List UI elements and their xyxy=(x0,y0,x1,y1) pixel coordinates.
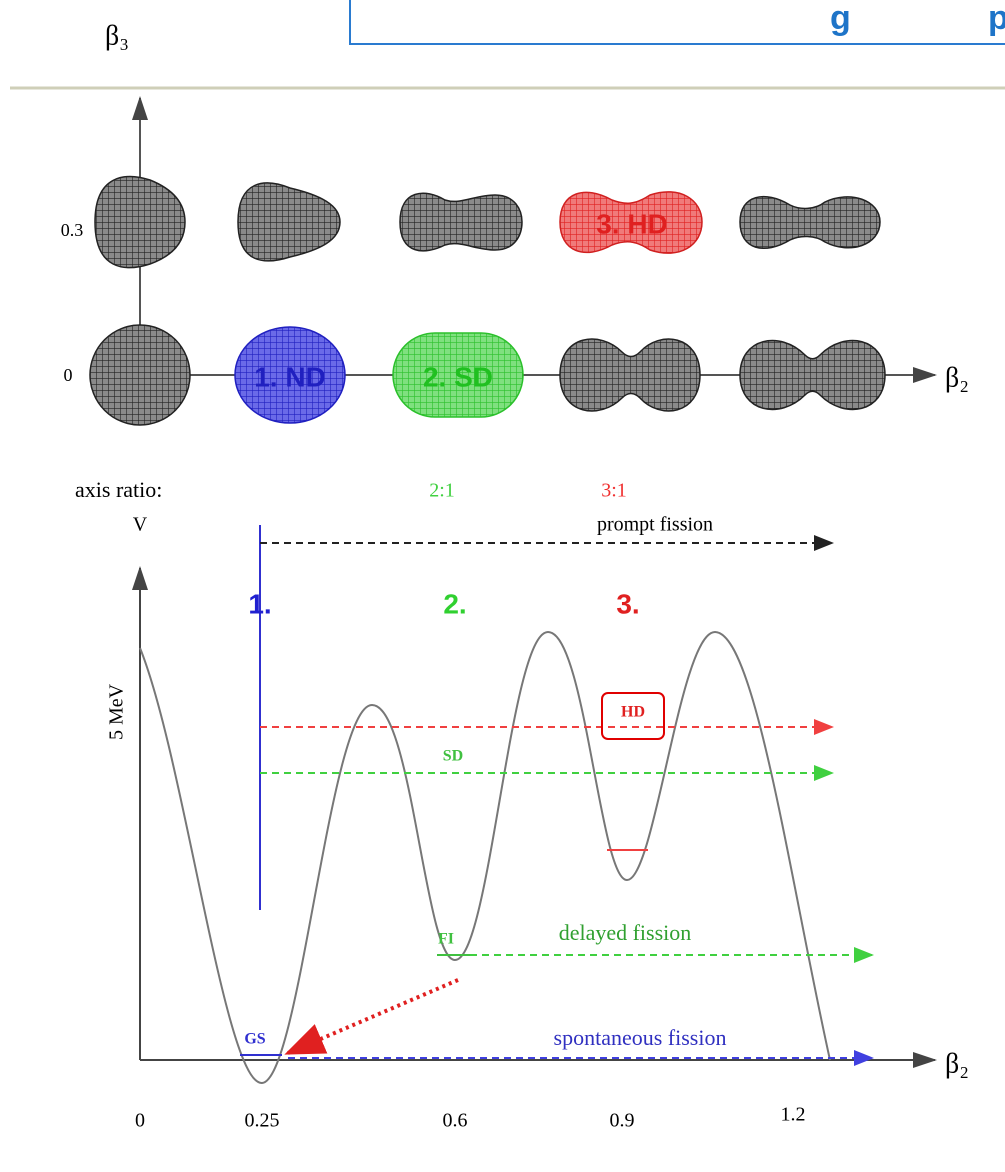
axis-ratio-label: axis ratio: xyxy=(75,477,162,502)
shape-label: 2. SD xyxy=(423,361,493,392)
prompt-label: prompt fission xyxy=(597,514,713,536)
y-scale-label: 5 MeV xyxy=(106,683,128,740)
diagram: g p β₃ 0.3 0 β₂ 3. HD 1. ND 2. SD axis r… xyxy=(0,0,1005,1172)
ratio-label: 2:1 xyxy=(429,480,455,502)
nuclear-shape xyxy=(95,177,880,268)
level-label: SD xyxy=(443,748,463,765)
y-tick-label: 0.3 xyxy=(61,220,84,240)
header-fragment: g xyxy=(830,0,851,37)
header-fragment: p xyxy=(988,0,1005,37)
decay-arrow xyxy=(288,980,458,1053)
shape-label: 3. HD xyxy=(596,208,668,239)
x-axis-label: β₂ xyxy=(945,362,969,393)
x-axis-label: β₂ xyxy=(945,1048,969,1079)
potential-curve xyxy=(140,632,830,1083)
x-tick-label: 0 xyxy=(135,1110,145,1132)
delayed-label: delayed fission xyxy=(559,920,692,945)
x-tick-label: 0.6 xyxy=(443,1110,468,1132)
y-axis-label: V xyxy=(133,514,148,536)
level-label: GS xyxy=(244,1031,265,1048)
minimum-number: 3. xyxy=(616,588,639,619)
shape-label: 1. ND xyxy=(254,361,326,392)
y-axis-label: β₃ xyxy=(105,20,129,51)
minimum-number: 2. xyxy=(443,588,466,619)
spontaneous-label: spontaneous fission xyxy=(554,1025,727,1050)
minimum-number: 1. xyxy=(248,588,271,619)
level-label: HD xyxy=(621,704,645,721)
x-tick-label: 1.2 xyxy=(781,1104,806,1126)
y-tick-label: 0 xyxy=(64,365,73,385)
x-tick-labels: 0 0.25 0.6 0.9 1.2 xyxy=(135,1104,806,1132)
x-tick-label: 0.25 xyxy=(245,1110,280,1132)
level-label: FI xyxy=(438,931,454,948)
x-tick-label: 0.9 xyxy=(610,1110,635,1132)
ratio-label: 3:1 xyxy=(601,480,627,502)
header-box xyxy=(350,0,1005,44)
